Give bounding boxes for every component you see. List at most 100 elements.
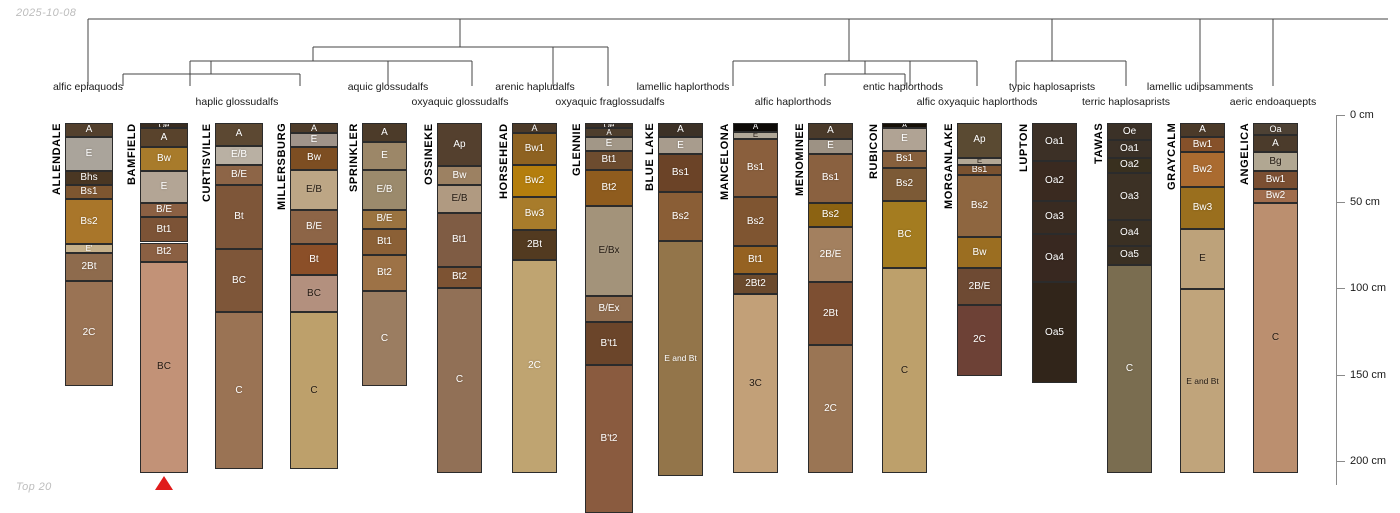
profile-column[interactable]: Oe A Bw E B/E Bt1 Bt2 BC: [140, 123, 188, 473]
soil-horizon[interactable]: A: [65, 123, 113, 137]
soil-horizon[interactable]: Bs2: [658, 192, 703, 241]
soil-horizon[interactable]: Oa4: [1107, 219, 1152, 246]
soil-horizon[interactable]: B/E: [362, 209, 407, 229]
soil-horizon[interactable]: E and Bt: [658, 240, 703, 477]
soil-horizon[interactable]: A: [362, 123, 407, 143]
soil-horizon[interactable]: B/E: [290, 209, 338, 245]
profile-column[interactable]: A E Bs1 Bs2 BC C: [882, 123, 927, 473]
soil-horizon[interactable]: Bt: [290, 244, 338, 276]
soil-horizon[interactable]: E: [290, 133, 338, 148]
soil-horizon[interactable]: Bhs: [65, 171, 113, 186]
profile-column[interactable]: A E Bs1 Bs2 Bt1 2Bt2 3C: [733, 123, 778, 473]
soil-horizon[interactable]: A: [290, 123, 338, 134]
profile-column[interactable]: A E Bs1 Bs2 2B/E 2Bt 2C: [808, 123, 853, 473]
soil-horizon[interactable]: Bs1: [733, 138, 778, 198]
soil-horizon[interactable]: E: [585, 136, 633, 151]
soil-horizon[interactable]: 2B/E: [808, 226, 853, 283]
soil-horizon[interactable]: E/Bx: [585, 206, 633, 297]
soil-horizon[interactable]: C: [215, 311, 263, 470]
profile-column[interactable]: A E/B B/E Bt BC C: [215, 123, 263, 470]
profile-column[interactable]: A Bw1 Bw2 Bw3 2Bt 2C: [512, 123, 557, 473]
soil-horizon[interactable]: Bt1: [437, 213, 482, 267]
soil-horizon[interactable]: A: [882, 123, 927, 129]
soil-horizon[interactable]: A: [512, 123, 557, 134]
profile-column[interactable]: A E Bs1 Bs2 E and Bt: [658, 123, 703, 477]
soil-horizon[interactable]: 2Bt: [808, 282, 853, 345]
soil-horizon[interactable]: E: [140, 171, 188, 203]
soil-horizon[interactable]: 2C: [512, 259, 557, 473]
soil-horizon[interactable]: A: [140, 128, 188, 148]
soil-horizon[interactable]: Bt1: [140, 216, 188, 243]
soil-horizon[interactable]: E: [658, 136, 703, 155]
soil-horizon[interactable]: B/Ex: [585, 296, 633, 323]
soil-horizon[interactable]: Ap: [957, 123, 1002, 158]
soil-horizon[interactable]: A: [1253, 135, 1298, 153]
soil-horizon[interactable]: Bw1: [1253, 171, 1298, 189]
soil-horizon[interactable]: E/B: [362, 169, 407, 210]
profile-column[interactable]: Oe A E Bt1 Bt2 E/Bx B/Ex B't1 B't2: [585, 123, 633, 513]
soil-horizon[interactable]: 2C: [808, 344, 853, 473]
soil-horizon[interactable]: Bg: [1253, 152, 1298, 172]
soil-horizon[interactable]: 3C: [733, 294, 778, 473]
profile-column[interactable]: A E Bw E/B B/E Bt BC C: [290, 123, 338, 470]
soil-horizon[interactable]: Bw1: [1180, 136, 1225, 153]
soil-horizon[interactable]: 2C: [65, 280, 113, 387]
soil-horizon[interactable]: Bt2: [437, 266, 482, 288]
soil-horizon[interactable]: E: [808, 138, 853, 155]
soil-horizon[interactable]: Ap: [437, 123, 482, 167]
soil-horizon[interactable]: Bw2: [1253, 188, 1298, 203]
soil-horizon[interactable]: Bw: [290, 147, 338, 170]
soil-horizon[interactable]: E: [957, 157, 1002, 165]
soil-horizon[interactable]: Bw: [957, 237, 1002, 269]
soil-horizon[interactable]: Bt: [215, 185, 263, 250]
soil-horizon[interactable]: C: [882, 268, 927, 473]
soil-horizon[interactable]: Bs1: [65, 185, 113, 200]
soil-horizon[interactable]: A: [733, 123, 778, 132]
soil-horizon[interactable]: Oa4: [1032, 233, 1077, 283]
soil-horizon[interactable]: Bw2: [512, 164, 557, 198]
soil-horizon[interactable]: E: [733, 131, 778, 139]
profile-column[interactable]: A E E/B B/E Bt1 Bt2 C: [362, 123, 407, 387]
soil-horizon[interactable]: A: [215, 123, 263, 146]
soil-horizon[interactable]: C: [1253, 202, 1298, 473]
profile-column[interactable]: Oa A Bg Bw1 Bw2 C: [1253, 123, 1298, 473]
soil-horizon[interactable]: Bs2: [882, 168, 927, 201]
soil-horizon[interactable]: Bs1: [808, 154, 853, 203]
soil-horizon[interactable]: A: [808, 123, 853, 139]
profile-column[interactable]: Oa1 Oa2 Oa3 Oa4 Oa5: [1032, 123, 1077, 383]
soil-horizon[interactable]: E: [362, 142, 407, 170]
soil-horizon[interactable]: Bt1: [585, 150, 633, 170]
soil-horizon[interactable]: Bt2: [585, 169, 633, 207]
soil-horizon[interactable]: 2Bt2: [733, 273, 778, 295]
soil-horizon[interactable]: C: [1107, 265, 1152, 473]
soil-horizon[interactable]: 2C: [957, 304, 1002, 376]
soil-horizon[interactable]: A: [658, 123, 703, 137]
soil-horizon[interactable]: Bw3: [1180, 187, 1225, 229]
soil-horizon[interactable]: A: [585, 128, 633, 137]
soil-horizon[interactable]: B/E: [215, 164, 263, 186]
soil-horizon[interactable]: Bs2: [808, 202, 853, 227]
soil-horizon[interactable]: BC: [290, 275, 338, 312]
soil-horizon[interactable]: Oa2: [1107, 157, 1152, 174]
soil-horizon[interactable]: Bs2: [65, 199, 113, 245]
soil-horizon[interactable]: B/E: [140, 202, 188, 217]
profile-column[interactable]: A E Bhs Bs1 Bs2 E' 2Bt 2C: [65, 123, 113, 387]
soil-horizon[interactable]: BC: [215, 249, 263, 312]
soil-horizon[interactable]: Bs2: [733, 197, 778, 246]
soil-horizon[interactable]: E: [65, 136, 113, 172]
soil-horizon[interactable]: Oa1: [1032, 123, 1077, 162]
profile-column[interactable]: Ap Bw E/B Bt1 Bt2 C: [437, 123, 482, 473]
profile-column[interactable]: Oe Oa1 Oa2 Oa3 Oa4 Oa5 C: [1107, 123, 1152, 473]
soil-horizon[interactable]: Oa2: [1032, 161, 1077, 201]
profile-column[interactable]: A Bw1 Bw2 Bw3 E E and Bt: [1180, 123, 1225, 473]
soil-horizon[interactable]: Bw3: [512, 197, 557, 231]
soil-horizon[interactable]: Oe: [1107, 123, 1152, 141]
profile-column[interactable]: Ap E Bs1 Bs2 Bw 2B/E 2C: [957, 123, 1002, 376]
soil-horizon[interactable]: Oa: [1253, 123, 1298, 136]
soil-horizon[interactable]: E/B: [437, 185, 482, 214]
soil-horizon[interactable]: Bs1: [882, 150, 927, 169]
soil-horizon[interactable]: Oa3: [1107, 173, 1152, 220]
soil-horizon[interactable]: Bw1: [512, 133, 557, 165]
soil-horizon[interactable]: B't2: [585, 365, 633, 513]
soil-horizon[interactable]: Bs1: [957, 164, 1002, 175]
